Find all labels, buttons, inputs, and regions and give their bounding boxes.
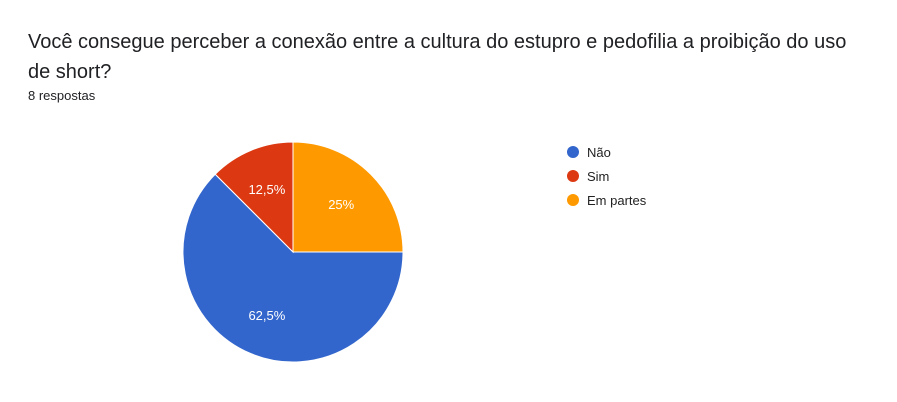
question-title: Você consegue perceber a conexão entre a… [28, 31, 847, 83]
slice-label-sim: 12,5% [248, 182, 285, 197]
response-count: 8 respostas [28, 88, 96, 103]
chart-legend: Não Sim Em partes [567, 140, 646, 212]
slice-label-nao: 62,5% [248, 308, 285, 323]
slice-nao [182, 173, 404, 363]
legend-label: Não [587, 144, 611, 160]
legend-swatch [567, 170, 579, 182]
slice-em-partes [292, 141, 404, 253]
legend-label: Sim [587, 168, 610, 184]
pie-chart: 62,5% 12,5% 25% [182, 141, 404, 363]
slice-sim [214, 141, 294, 254]
legend-swatch [567, 146, 579, 158]
legend-label: Em partes [587, 192, 647, 208]
slice-label-em-partes: 25% [328, 197, 354, 212]
legend-item-em-partes: Em partes [567, 188, 646, 212]
legend-swatch [567, 194, 579, 206]
legend-item-nao: Não [567, 140, 646, 164]
legend-item-sim: Sim [567, 164, 646, 188]
